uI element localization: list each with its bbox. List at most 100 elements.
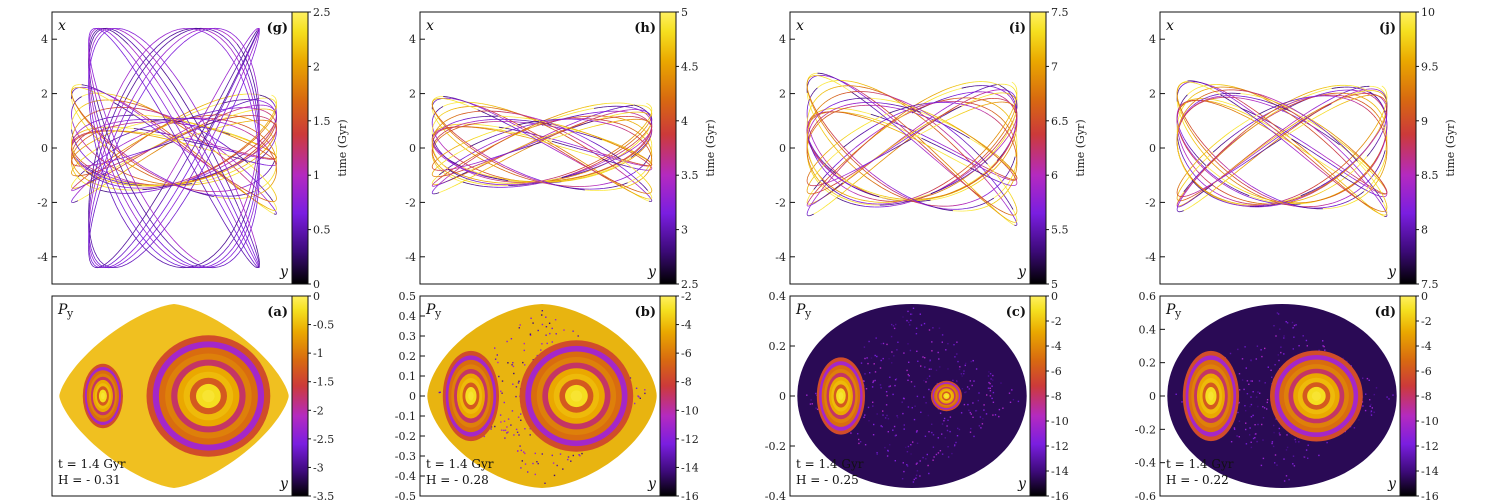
y-tick-label: 0 [1149, 142, 1156, 155]
annotation-time: t = 1.4 Gyr [1166, 457, 1234, 471]
y-tick-label: 0.4 [1139, 323, 1157, 336]
colorbar-tick-label: -10 [1421, 415, 1439, 428]
y-tick-label: 0 [779, 390, 786, 403]
colorbar-tick-label: -2 [1421, 315, 1432, 328]
panel-tag: (c) [1006, 305, 1026, 320]
y-tick-label: 0.4 [399, 310, 417, 323]
plot-area-d [1160, 296, 1404, 496]
y-tick-label: 0 [779, 142, 786, 155]
plot-area-b [420, 296, 664, 496]
colorbar-tick-label: 6 [1051, 169, 1058, 182]
y-axis-subscript: y [1174, 307, 1182, 320]
y-axis-label: P [1165, 302, 1176, 318]
colorbar-tick-label: -16 [1051, 490, 1069, 502]
colorbar-tick-label: -10 [1051, 415, 1069, 428]
x-axis-label: y [279, 264, 289, 280]
colorbar-label: time (Gyr) [336, 119, 349, 176]
panel-tag: (g) [267, 21, 288, 36]
y-tick-label: 2 [1149, 88, 1156, 101]
colorbar-tick-label: -10 [681, 404, 699, 417]
x-axis-label: y [1387, 264, 1397, 280]
colorbar-tick-label: -6 [681, 347, 692, 360]
y-tick-label: 4 [1149, 33, 1156, 46]
y-tick-label: 4 [409, 33, 416, 46]
colorbar-tick-label: -2 [681, 290, 692, 303]
y-tick-label: -4 [1145, 251, 1156, 264]
colorbar-tick-label: -2 [1051, 315, 1062, 328]
plot-area-c [790, 296, 1034, 496]
colorbar [1029, 295, 1047, 497]
colorbar-tick-label: -6 [1051, 365, 1062, 378]
colorbar-tick-label: 0 [1421, 290, 1428, 303]
y-tick-label: 4 [41, 33, 48, 46]
plot-background [790, 12, 1034, 284]
plot-area-a [52, 296, 296, 496]
colorbar-tick-label: 5.5 [1051, 224, 1069, 237]
y-tick-label: -0.4 [1135, 457, 1156, 470]
panel-tag: (a) [267, 305, 288, 320]
annotation-energy: H = - 0.31 [58, 473, 121, 487]
y-tick-label: -0.4 [765, 490, 786, 502]
colorbar-tick-label: 7 [1051, 60, 1058, 73]
colorbar [659, 11, 677, 285]
colorbar-tick-label: -14 [1421, 465, 1439, 478]
colorbar-tick-label: -1 [313, 347, 324, 360]
y-tick-label: 0.3 [399, 330, 417, 343]
x-axis-label: y [1017, 264, 1027, 280]
colorbar-tick-label: 5 [1051, 278, 1058, 291]
plot-background [1160, 12, 1404, 284]
panel-i: 4 2 0 -2 -4 x y (i) 7.5 7 6.5 6 5.5 5 time (Gyr) [775, 6, 1087, 291]
y-tick-label: -0.6 [1135, 490, 1156, 502]
y-tick-label: -2 [37, 196, 48, 209]
y-tick-label: -4 [775, 251, 786, 264]
annotation-time: t = 1.4 Gyr [796, 457, 864, 471]
y-axis-label: x [796, 18, 804, 34]
colorbar-tick-label: 9.5 [1421, 60, 1439, 73]
y-tick-label: 4 [779, 33, 786, 46]
annotation-energy: H = - 0.25 [796, 473, 859, 487]
panel-h: 4 2 0 -2 -4 x y (h) 5 4.5 4 3.5 3 2.5 time (Gyr) [405, 6, 717, 291]
panel-d: t = 1.4 Gyr H = - 0.22 0.6 0.4 0.2 0 -0.2 -0.4 -… [1135, 290, 1439, 502]
colorbar-tick-label: -14 [681, 461, 699, 474]
colorbar-tick-label: 3 [681, 224, 688, 237]
colorbar-tick-label: -3 [313, 461, 324, 474]
y-axis-label: P [425, 302, 436, 318]
x-axis-label: y [647, 476, 657, 492]
y-tick-label: 0.1 [399, 370, 417, 383]
y-tick-label: 0.5 [399, 290, 417, 303]
colorbar [1399, 295, 1417, 497]
colorbar-tick-label: 5 [681, 6, 688, 19]
y-tick-label: 0.2 [1139, 357, 1157, 370]
y-tick-label: -0.5 [395, 490, 416, 502]
colorbar-tick-label: -8 [1421, 390, 1432, 403]
colorbar-tick-label: 0 [313, 290, 320, 303]
plot-area-j [1160, 12, 1404, 284]
colorbar-tick-label: -12 [1051, 440, 1069, 453]
colorbar-tick-label: 2.5 [681, 278, 699, 291]
colorbar-tick-label: -2 [313, 404, 324, 417]
panel-tag: (b) [635, 305, 656, 320]
panel-tag: (i) [1009, 21, 1026, 36]
panel-g: 4 2 0 -2 -4 x y (g) 2.5 2 1.5 1 0.5 0 time (Gyr) [37, 6, 349, 291]
y-tick-label: 0 [409, 142, 416, 155]
colorbar-tick-label: -8 [681, 376, 692, 389]
colorbar-tick-label: 8.5 [1421, 169, 1439, 182]
y-tick-label: -0.4 [395, 470, 416, 483]
y-tick-label: -4 [37, 251, 48, 264]
y-tick-label: -4 [405, 251, 416, 264]
y-tick-label: -0.2 [1135, 423, 1156, 436]
colorbar-tick-label: 2 [313, 60, 320, 73]
colorbar-tick-label: -1.5 [313, 376, 334, 389]
y-tick-label: 2 [779, 88, 786, 101]
colorbar-tick-label: 6.5 [1051, 115, 1069, 128]
colorbar-label: time (Gyr) [1444, 119, 1457, 176]
colorbar-tick-label: 4.5 [681, 60, 699, 73]
plot-area-i [790, 12, 1034, 284]
y-tick-label: 2 [409, 88, 416, 101]
y-tick-label: -0.2 [395, 430, 416, 443]
colorbar-tick-label: 7.5 [1421, 278, 1439, 291]
panel-tag: (d) [1375, 305, 1396, 320]
panel-b: t = 1.4 Gyr H = - 0.28 0.5 0.4 0.3 0.2 0.1 0 -0.… [395, 290, 699, 502]
colorbar-tick-label: 9 [1421, 115, 1428, 128]
y-axis-subscript: y [66, 307, 74, 320]
